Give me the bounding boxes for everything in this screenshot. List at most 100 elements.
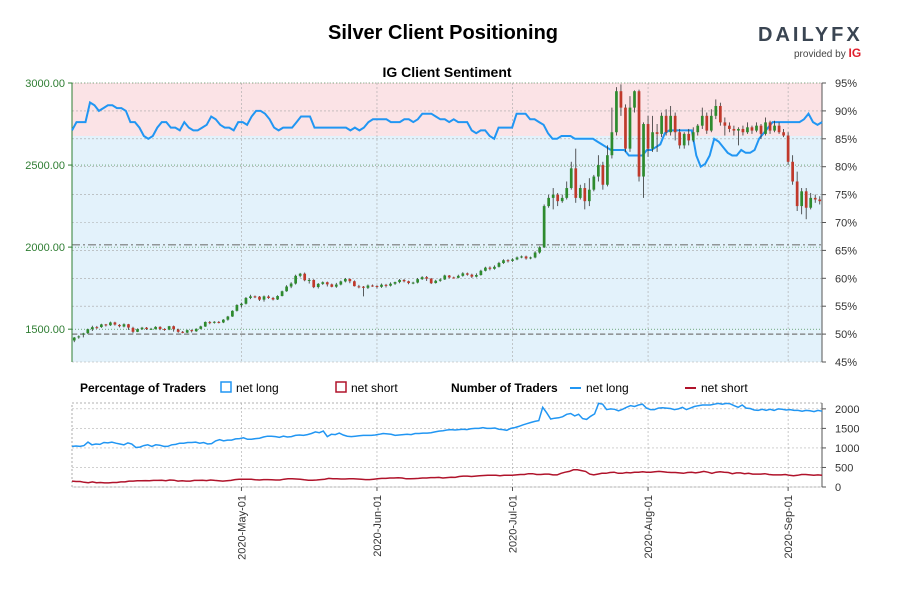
candle-body — [100, 324, 103, 328]
candle-body — [651, 132, 654, 149]
y-left-tick-label: 2000.00 — [25, 242, 65, 254]
candle-body — [700, 115, 704, 126]
candle-body — [750, 127, 754, 131]
candle-body — [149, 328, 153, 330]
candle-body — [425, 277, 429, 279]
candle-body — [434, 280, 438, 284]
candle-body — [520, 256, 523, 258]
y-right-tick-label: 90% — [835, 106, 857, 118]
candle-body — [578, 188, 582, 198]
candle-body — [321, 282, 325, 284]
candle-body — [755, 125, 758, 131]
candle-body — [285, 286, 288, 292]
candle-body — [538, 247, 541, 253]
candle-body — [461, 273, 465, 276]
candle-body — [429, 278, 433, 284]
candle-body — [176, 329, 180, 332]
candle-body — [465, 273, 469, 275]
candle-body — [470, 274, 474, 277]
candle-body — [619, 91, 623, 108]
candle-body — [524, 256, 528, 259]
candle-body — [597, 165, 600, 177]
candle-body — [484, 267, 487, 271]
net-long-percent-line — [71, 100, 823, 169]
candle-body — [497, 263, 501, 267]
candle-body — [353, 281, 356, 287]
candle-body — [348, 278, 352, 282]
y-bottom-tick-label: 1000 — [835, 443, 859, 455]
candle-body — [443, 275, 447, 280]
candle-body — [343, 278, 347, 282]
y-bottom-tick-label: 500 — [835, 462, 853, 474]
candle-body — [438, 279, 442, 281]
candle-body — [77, 336, 81, 338]
candle-body — [339, 281, 343, 285]
y-left-tick-label: 2500.00 — [25, 160, 65, 172]
candle-body — [682, 133, 686, 146]
candle-body — [208, 322, 212, 324]
candle-body — [542, 206, 546, 248]
y-right-tick-label: 80% — [835, 162, 857, 174]
candle-body — [660, 115, 663, 134]
candle-body — [646, 124, 650, 149]
candle-body — [768, 122, 772, 131]
candle-body — [393, 282, 397, 284]
candle-body — [371, 285, 374, 287]
candle-body — [303, 273, 307, 281]
candle-body — [583, 188, 587, 202]
candle-body — [809, 197, 813, 208]
candle-body — [786, 135, 790, 162]
y-right-tick-label: 85% — [835, 134, 857, 146]
ig-logo: IG — [848, 46, 862, 60]
chart-subtitle: IG Client Sentiment — [382, 64, 512, 80]
candle-body — [569, 168, 573, 189]
candle-body — [615, 91, 618, 133]
candle-body — [488, 267, 492, 269]
x-axis: 2020-May-01 2020-Jun-01 2020-Jul-01 2020-Au… — [236, 487, 795, 560]
candle-body — [271, 297, 275, 300]
candle-body — [606, 155, 609, 185]
candle-body — [547, 197, 551, 207]
candle-body — [172, 326, 176, 330]
candle-body — [357, 286, 361, 288]
long-zone-background — [72, 136, 822, 362]
trader-count-panel: 2000 1500 1000 500 0 — [71, 402, 859, 494]
candle-body — [122, 324, 126, 327]
candle-body — [493, 266, 496, 269]
candle-body — [624, 107, 627, 149]
candle-body — [276, 296, 279, 300]
candle-body — [791, 161, 794, 182]
legend: Percentage of Traders net long net short Nu… — [80, 381, 748, 395]
candle-body — [502, 260, 505, 264]
y-left-tick-label: 3000.00 — [25, 78, 65, 90]
candle-body — [95, 327, 99, 329]
candle-body — [795, 181, 799, 207]
candle-body — [240, 303, 243, 306]
x-tick-label: 2020-Aug-01 — [643, 495, 655, 559]
candle-body — [244, 297, 248, 304]
candle-body — [800, 191, 804, 207]
candle-body — [741, 128, 745, 133]
candle-body — [610, 132, 614, 156]
candle-body — [723, 122, 727, 126]
candle-body — [362, 286, 365, 288]
candle-body — [249, 296, 252, 298]
candle-body — [199, 326, 203, 329]
candle-body — [714, 105, 718, 116]
y-bottom-tick-label: 2000 — [835, 404, 859, 416]
candle-body — [267, 296, 270, 298]
candle-body — [136, 329, 139, 332]
candle-body — [294, 275, 297, 284]
candle-body — [664, 115, 668, 133]
dailyfx-logo: DAILYFX provided by IG — [758, 24, 868, 64]
candle-body — [416, 279, 419, 283]
candle-body — [307, 279, 311, 281]
candle-body — [194, 328, 198, 332]
net-short-count-line — [71, 469, 823, 484]
candle-body — [728, 125, 731, 129]
y-right-tick-label: 95% — [835, 78, 857, 90]
y-left-tick-label: 1500.00 — [25, 324, 65, 336]
logo-brand: DAILYFX — [758, 24, 863, 46]
candle-body — [691, 132, 695, 141]
candle-body — [131, 327, 135, 332]
